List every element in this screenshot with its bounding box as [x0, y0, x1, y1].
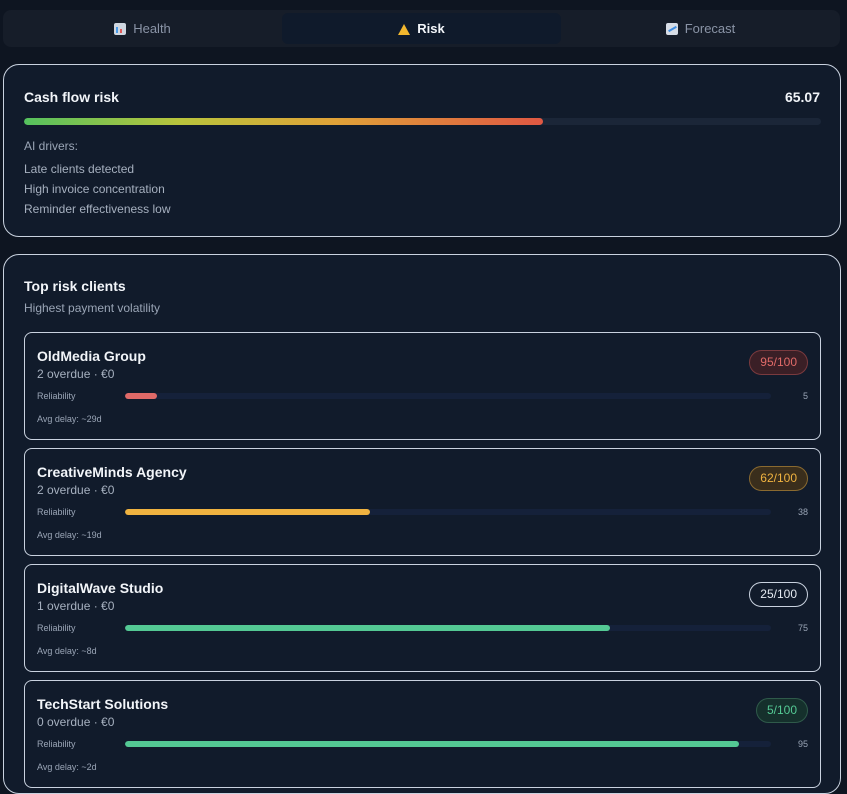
client-card[interactable]: TechStart Solutions 0 overdue · €0 5/100… — [24, 680, 821, 788]
reliability-value: 75 — [797, 623, 808, 633]
reliability-fill — [125, 741, 739, 747]
risk-score-badge: 5/100 — [755, 698, 808, 723]
client-overdue-meta: 2 overdue · €0 — [37, 483, 115, 497]
reliability-label: Reliability — [37, 739, 76, 749]
cash-flow-risk-fill — [24, 118, 543, 125]
reliability-bar — [125, 741, 771, 747]
client-name: TechStart Solutions — [37, 696, 169, 712]
risk-score-badge: 62/100 — [749, 466, 808, 491]
client-card[interactable]: DigitalWave Studio 1 overdue · €0 25/100… — [24, 564, 821, 672]
drivers-label: AI drivers: — [24, 139, 79, 153]
tab-risk[interactable]: Risk — [282, 13, 561, 44]
drivers-list: Late clients detected High invoice conce… — [24, 162, 171, 222]
reliability-fill — [125, 393, 158, 399]
driver-item: High invoice concentration — [24, 182, 165, 196]
reliability-bar — [125, 393, 771, 399]
client-name: DigitalWave Studio — [37, 580, 164, 596]
reliability-fill — [125, 625, 610, 631]
reliability-bar — [125, 625, 771, 631]
cash-flow-score: 65.07 — [784, 89, 820, 105]
reliability-fill — [125, 509, 371, 515]
driver-item: Late clients detected — [24, 162, 135, 176]
client-card[interactable]: OldMedia Group 2 overdue · €0 95/100 Rel… — [24, 332, 821, 440]
tab-forecast[interactable]: Forecast — [561, 10, 840, 47]
reliability-label: Reliability — [37, 507, 76, 517]
risk-score-badge: 25/100 — [749, 582, 808, 607]
avg-delay: Avg delay: ~19d — [37, 530, 102, 540]
chart-icon — [114, 22, 127, 35]
tab-risk-label: Risk — [417, 21, 445, 36]
avg-delay: Avg delay: ~2d — [37, 762, 97, 772]
tab-forecast-label: Forecast — [684, 21, 736, 36]
client-name: OldMedia Group — [37, 348, 146, 364]
top-risk-clients-card: Top risk clients Highest payment volatil… — [3, 254, 841, 794]
client-overdue-meta: 1 overdue · €0 — [37, 599, 115, 613]
cash-flow-title: Cash flow risk — [24, 89, 119, 105]
reliability-value: 38 — [797, 507, 808, 517]
cash-flow-risk-card: Cash flow risk 65.07 AI drivers: Late cl… — [3, 64, 841, 237]
client-name: CreativeMinds Agency — [37, 464, 187, 480]
risk-score-badge: 95/100 — [749, 350, 808, 375]
reliability-label: Reliability — [37, 391, 76, 401]
reliability-bar — [125, 509, 771, 515]
tab-health-label: Health — [133, 21, 171, 36]
cash-flow-risk-bar — [24, 118, 821, 125]
client-overdue-meta: 0 overdue · €0 — [37, 715, 115, 729]
trend-icon — [665, 22, 678, 35]
reliability-label: Reliability — [37, 623, 76, 633]
warning-icon — [398, 23, 411, 35]
reliability-value: 5 — [802, 391, 808, 401]
tab-health[interactable]: Health — [3, 10, 282, 47]
top-risk-subtitle: Highest payment volatility — [24, 301, 161, 315]
avg-delay: Avg delay: ~29d — [37, 414, 102, 424]
client-overdue-meta: 2 overdue · €0 — [37, 367, 115, 381]
avg-delay: Avg delay: ~8d — [37, 646, 97, 656]
top-risk-title: Top risk clients — [24, 278, 126, 294]
reliability-value: 95 — [797, 739, 808, 749]
tab-bar: Health Risk Forecast — [3, 10, 840, 47]
driver-item: Reminder effectiveness low — [24, 202, 171, 216]
client-card[interactable]: CreativeMinds Agency 2 overdue · €0 62/1… — [24, 448, 821, 556]
